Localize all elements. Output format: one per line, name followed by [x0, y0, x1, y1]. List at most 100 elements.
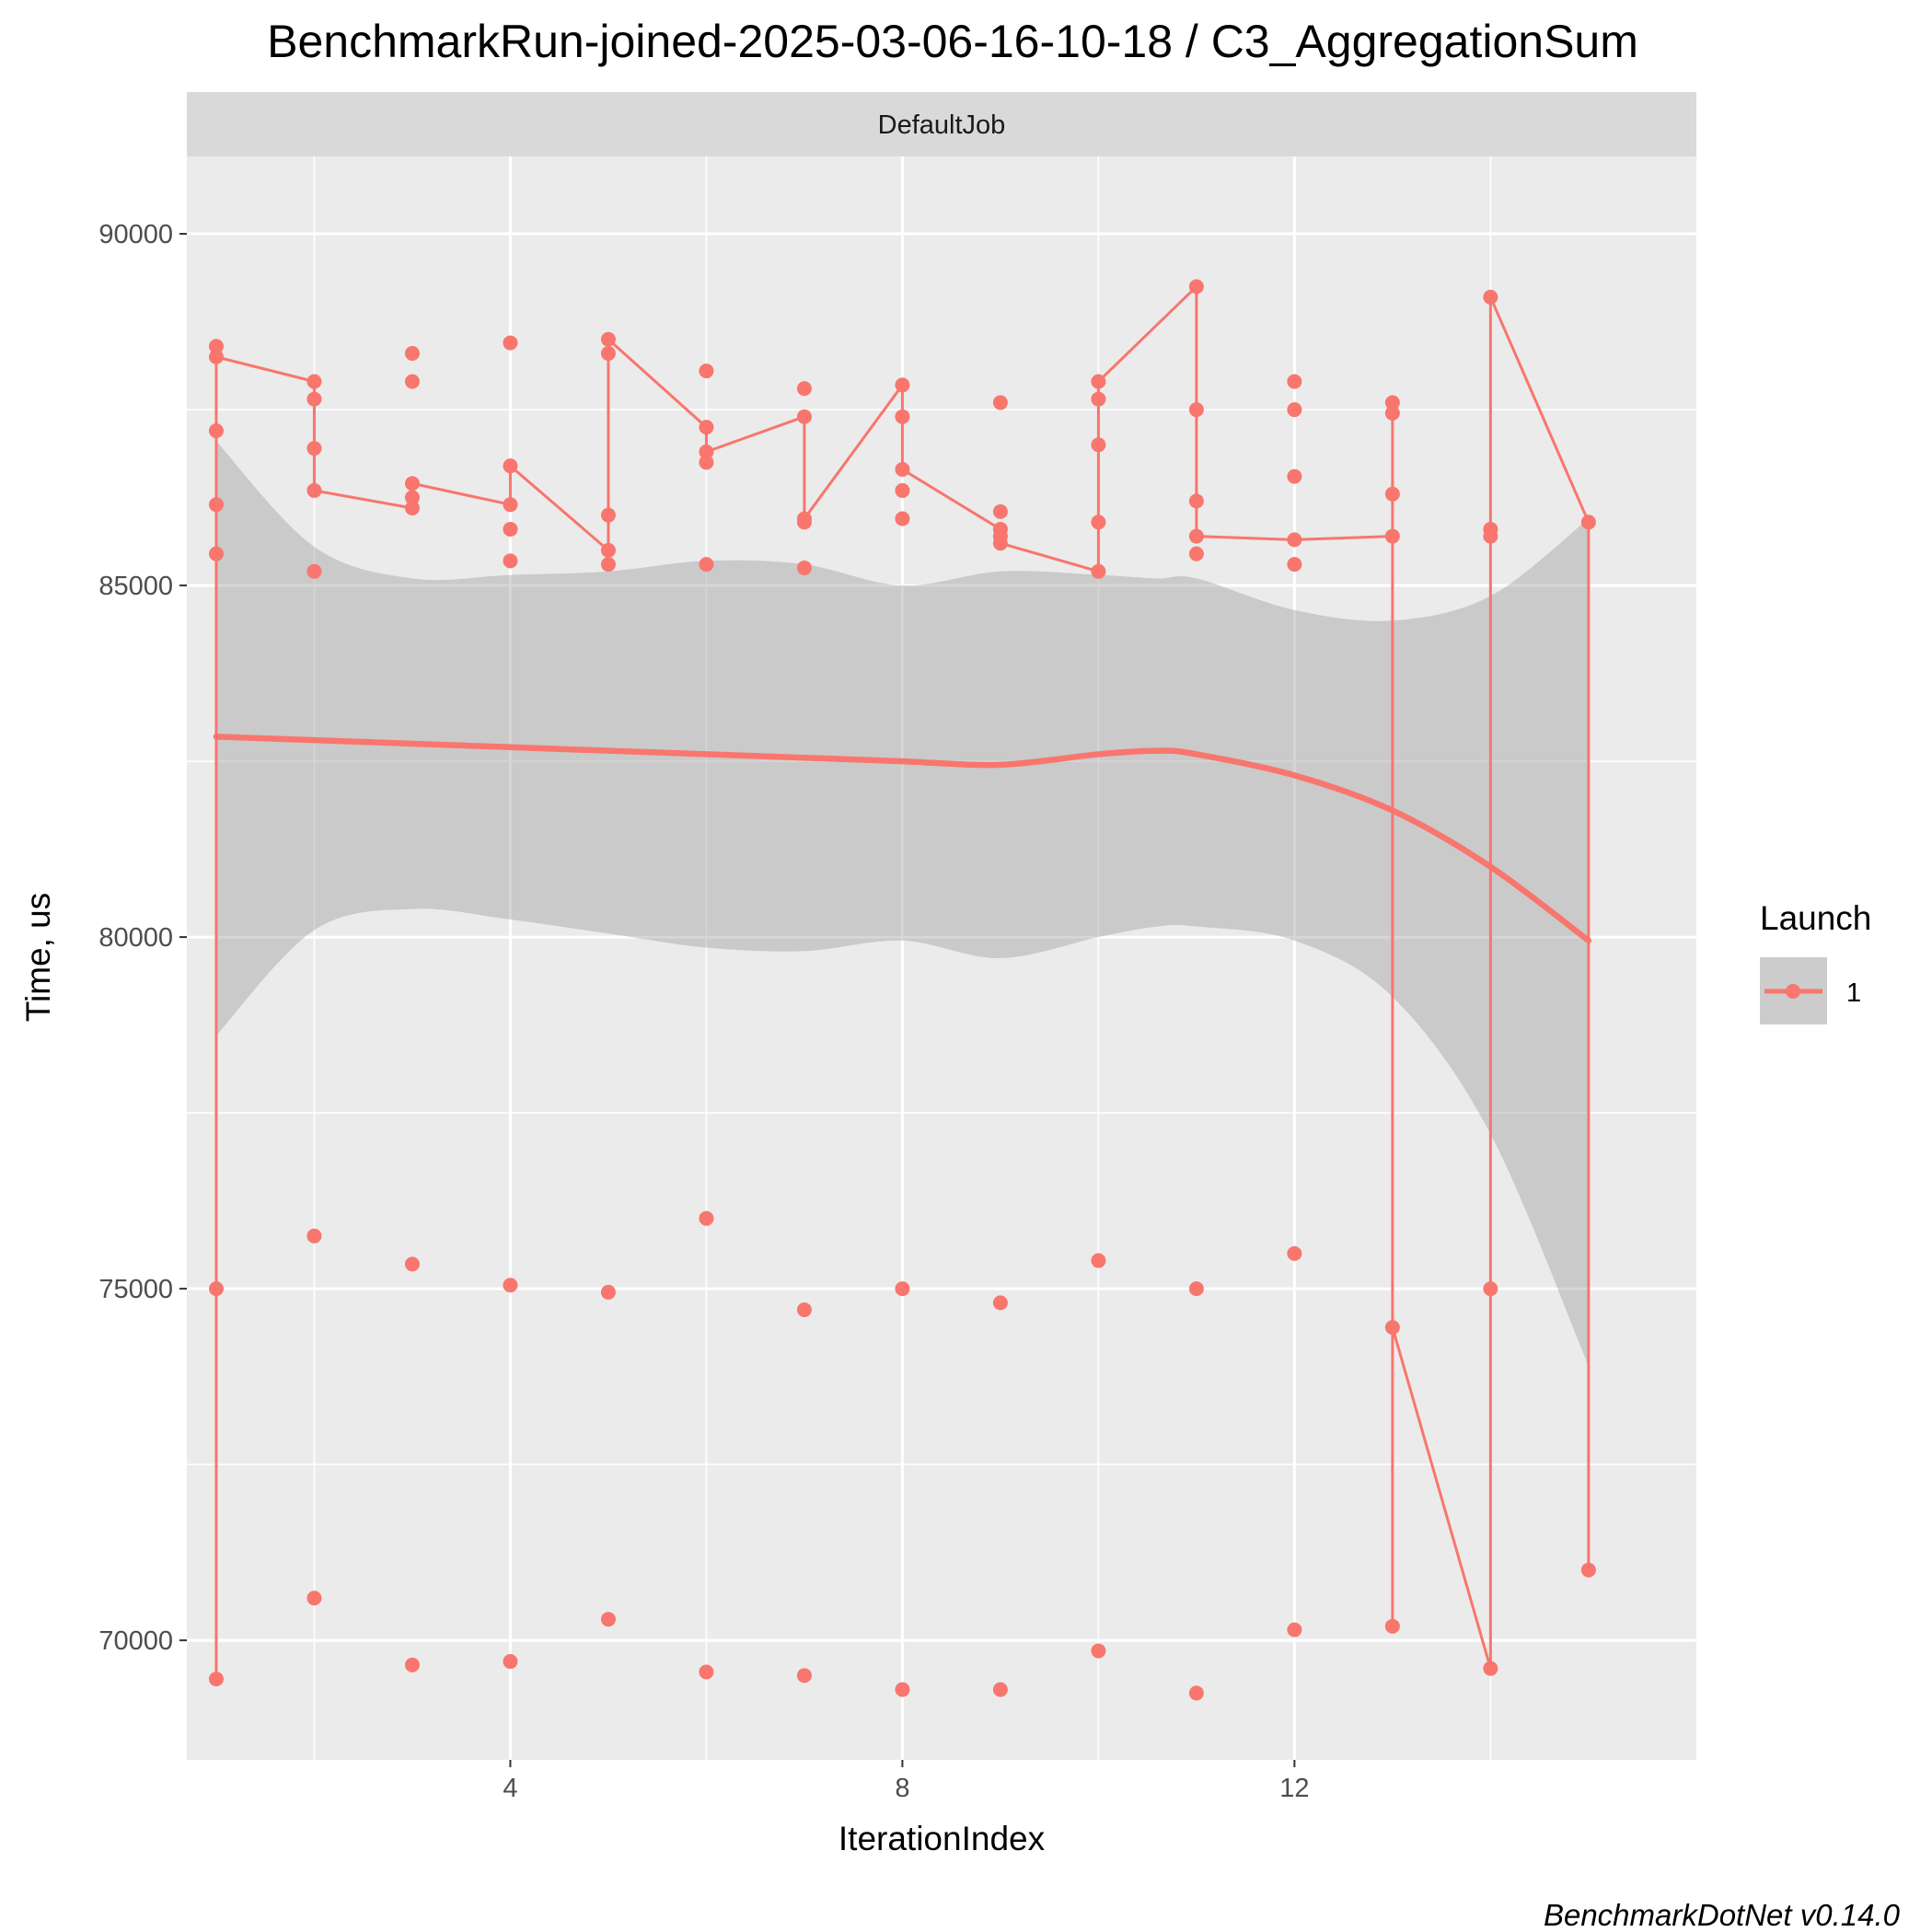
data-point — [208, 339, 224, 354]
legend-title: Launch — [1760, 899, 1871, 937]
data-point — [1287, 1622, 1302, 1637]
data-point — [796, 560, 812, 575]
data-point — [307, 391, 322, 407]
data-point — [1091, 437, 1106, 453]
data-point — [1384, 1618, 1400, 1634]
major-gridlines — [187, 156, 1696, 1760]
data-point — [1188, 1685, 1204, 1701]
data-point — [1287, 402, 1302, 418]
data-point — [1384, 405, 1400, 421]
data-point — [1188, 279, 1204, 295]
data-point — [307, 482, 322, 498]
data-point — [992, 503, 1008, 519]
data-point — [1287, 1245, 1302, 1261]
legend-entry-label: 1 — [1846, 978, 1861, 1008]
confidence-band-layer — [215, 441, 1589, 1367]
data-point — [1384, 486, 1400, 502]
data-point — [600, 1284, 616, 1300]
data-point — [600, 542, 616, 558]
data-point — [796, 409, 812, 424]
confidence-band — [215, 441, 1589, 1367]
data-point — [1580, 515, 1596, 530]
data-point — [1188, 493, 1204, 509]
data-point — [796, 381, 812, 397]
data-point — [796, 515, 812, 530]
data-point — [1287, 469, 1302, 484]
legend: Launch 1 — [1760, 899, 1871, 1024]
data-point — [699, 444, 714, 459]
data-point — [600, 507, 616, 523]
data-point — [208, 349, 224, 364]
data-point — [796, 1668, 812, 1683]
y-tick-label: 70000 — [98, 1626, 173, 1656]
data-point — [1091, 1253, 1106, 1268]
data-point — [992, 1682, 1008, 1697]
data-point — [503, 553, 518, 569]
data-point — [1287, 374, 1302, 389]
data-point — [208, 1672, 224, 1687]
data-point — [895, 1682, 910, 1697]
data-point — [699, 1210, 714, 1226]
data-point — [307, 1228, 322, 1244]
data-point — [895, 461, 910, 477]
data-point — [699, 455, 714, 470]
data-point — [1091, 391, 1106, 407]
data-point — [503, 1278, 518, 1293]
y-axis: 70000 75000 80000 85000 90000 — [98, 220, 187, 1656]
smooth-line-layer — [213, 734, 1592, 944]
data-point — [208, 422, 224, 438]
caption: BenchmarkDotNet v0.14.0 — [1544, 1898, 1901, 1932]
data-point — [699, 420, 714, 435]
y-tick-label: 80000 — [98, 923, 173, 953]
data-point — [992, 395, 1008, 411]
data-point — [307, 1591, 322, 1606]
y-tick-label: 85000 — [98, 572, 173, 601]
data-point — [1384, 1320, 1400, 1336]
data-point — [895, 482, 910, 498]
data-point — [208, 1281, 224, 1297]
chart-title: BenchmarkRun-joined-2025-03-06-16-10-18 … — [267, 16, 1638, 67]
data-point — [404, 1256, 420, 1272]
data-point — [503, 458, 518, 474]
legend-key-point — [1786, 984, 1800, 999]
data-point — [1091, 1643, 1106, 1659]
x-tick-label: 8 — [895, 1774, 909, 1803]
data-point — [503, 521, 518, 537]
x-axis-title: IterationIndex — [839, 1820, 1046, 1857]
data-point — [1483, 289, 1498, 305]
data-point — [1188, 402, 1204, 418]
plot-panel — [187, 156, 1696, 1760]
data-point — [1188, 1281, 1204, 1297]
data-point — [895, 1281, 910, 1297]
data-point — [992, 1295, 1008, 1311]
data-point — [699, 1664, 714, 1680]
data-point — [208, 546, 224, 561]
data-point — [1483, 528, 1498, 544]
data-point — [600, 345, 616, 361]
data-point — [1483, 1281, 1498, 1297]
y-axis-title: Time, us — [19, 893, 57, 1022]
data-point — [503, 1654, 518, 1670]
data-point — [307, 374, 322, 389]
data-point — [1384, 395, 1400, 411]
data-point — [895, 377, 910, 393]
data-point — [1384, 528, 1400, 544]
data-point — [503, 335, 518, 351]
data-point — [1287, 532, 1302, 548]
data-point — [1091, 515, 1106, 530]
data-point — [992, 536, 1008, 551]
x-axis: 4 8 12 — [503, 1760, 1310, 1803]
data-point — [1580, 1562, 1596, 1578]
y-tick-label: 90000 — [98, 220, 173, 249]
data-point — [404, 345, 420, 361]
data-point — [699, 557, 714, 573]
data-point — [1091, 374, 1106, 389]
data-point — [404, 501, 420, 516]
data-point — [404, 374, 420, 389]
facet-label: DefaultJob — [878, 110, 1006, 140]
x-tick-label: 12 — [1279, 1774, 1309, 1803]
x-tick-label: 4 — [503, 1774, 517, 1803]
data-point — [1188, 546, 1204, 561]
data-point — [208, 497, 224, 513]
